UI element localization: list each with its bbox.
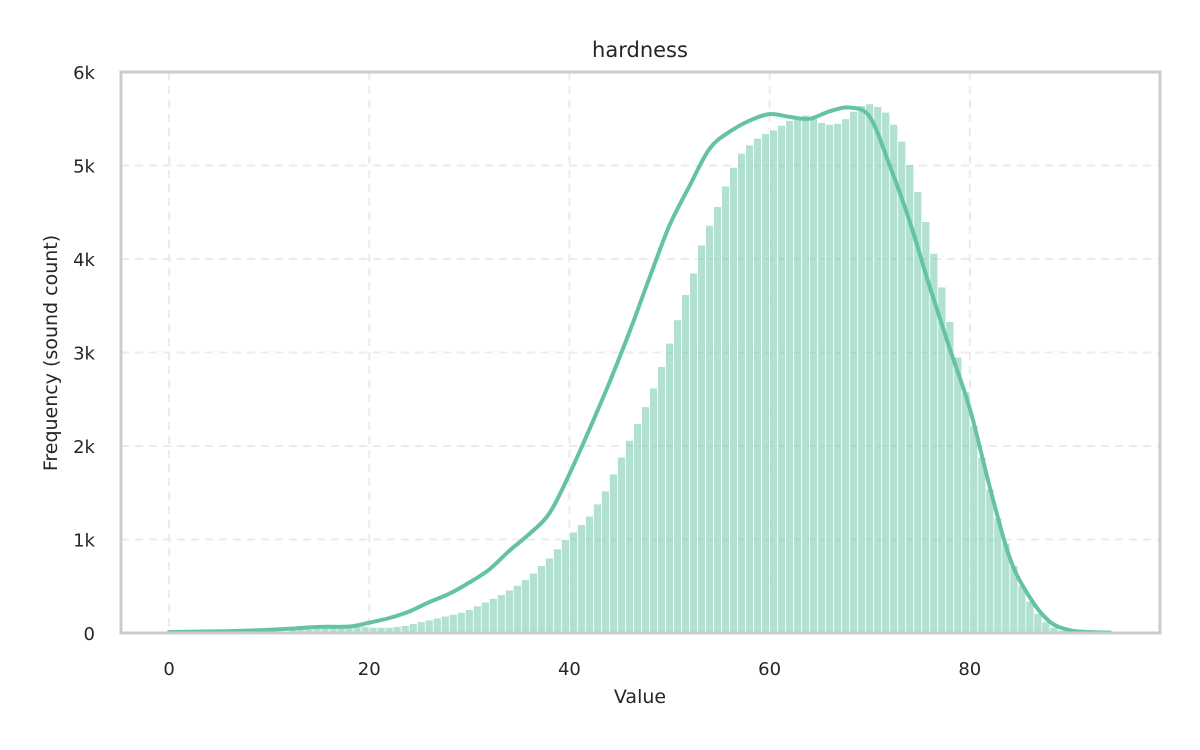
histogram-bar [801, 114, 811, 634]
histogram-bar [897, 140, 907, 634]
histogram-bar [745, 144, 755, 634]
histogram-bar [448, 613, 458, 634]
histogram-bar [1033, 612, 1043, 634]
histogram-bar [649, 387, 658, 634]
kde-line [167, 105, 1112, 635]
histogram-bar [585, 515, 594, 634]
histogram-bar [561, 539, 570, 634]
x-tick-label: 0 [163, 659, 174, 680]
y-tick-label: 1k [73, 531, 95, 552]
histogram-bar [793, 116, 803, 634]
histogram-bar [785, 120, 795, 634]
histogram-bar [528, 572, 538, 634]
histogram-bar [881, 111, 891, 634]
histogram-bar [504, 589, 514, 634]
histogram-bar [705, 224, 714, 634]
histogram-bar [681, 294, 690, 634]
chart-title: hardness [592, 38, 688, 62]
histogram-bar [993, 517, 1003, 634]
histogram-bar [537, 565, 546, 634]
histogram-bar [1025, 600, 1035, 634]
histogram-bar [769, 129, 779, 634]
histogram-bar [737, 152, 747, 634]
x-tick-label: 40 [558, 659, 581, 680]
kde-layer [167, 105, 1112, 635]
histogram-bar [416, 621, 426, 634]
histogram-bar [1041, 621, 1051, 634]
histogram-bar [553, 548, 562, 634]
histogram-bar [665, 342, 674, 634]
histogram-bar [945, 321, 955, 634]
histogram-bar [777, 124, 787, 634]
histogram-bar [673, 319, 682, 634]
bars-layer [168, 103, 1083, 634]
histogram-bar [496, 594, 506, 634]
histogram-bar [985, 488, 995, 634]
x-tick-label: 60 [758, 659, 781, 680]
y-axis-title: Frequency (sound count) [40, 235, 62, 471]
histogram-bar [721, 185, 730, 634]
y-tick-label: 3k [73, 344, 95, 365]
x-tick-label: 20 [358, 659, 381, 680]
histogram-bar [865, 103, 875, 634]
y-tick-label: 4k [73, 250, 95, 271]
histogram-bar [512, 584, 522, 634]
histogram-bar [569, 531, 578, 634]
histogram-bar [440, 615, 450, 634]
x-axis-title: Value [614, 686, 666, 708]
histogram-bar [873, 106, 883, 634]
histogram-bar [825, 123, 835, 634]
histogram-bar [713, 206, 722, 634]
histogram-bar [464, 609, 474, 634]
histogram-bar [729, 166, 738, 634]
histogram-bar [657, 366, 666, 634]
histogram-bar [456, 612, 466, 634]
histogram-bar [472, 605, 482, 634]
histogram-bar [545, 557, 554, 634]
histogram-bar [432, 617, 442, 634]
histogram-bar [817, 122, 827, 634]
histogram-bar [977, 456, 987, 634]
histogram-bar [689, 272, 698, 634]
histogram-bar [961, 391, 971, 634]
histogram-bar [753, 137, 763, 634]
histogram-bar [953, 356, 963, 634]
histogram-bar [833, 123, 843, 634]
y-tick-label: 5k [73, 157, 95, 178]
histogram-bar [857, 105, 867, 634]
plot-frame [119, 70, 1162, 635]
histogram-bar [480, 601, 490, 634]
histogram-bar [761, 133, 771, 634]
histogram-bar [488, 598, 498, 634]
histogram-bar [633, 423, 642, 634]
histogram-bar [424, 619, 434, 634]
histogram-bar [601, 490, 610, 634]
y-tick-label: 0 [84, 624, 95, 645]
histogram-bar [609, 473, 618, 634]
histogram-bar [641, 406, 650, 634]
histogram-bar [849, 110, 859, 634]
x-tick-label: 80 [958, 659, 981, 680]
histogram-bar [889, 123, 899, 634]
histogram-bar [809, 118, 819, 634]
histogram-bar [969, 425, 979, 634]
y-tick-label: 6k [73, 63, 95, 84]
histogram-bar [697, 244, 706, 634]
histogram-bar [617, 456, 626, 634]
y-tick-labels: 0 1k 2k 3k 4k 5k 6k [73, 63, 95, 645]
histogram-bar [625, 439, 634, 634]
histogram-bar [520, 579, 530, 634]
histogram-bar [593, 503, 602, 634]
histogram-bar [841, 118, 851, 634]
x-tick-labels: 0 20 40 60 80 [163, 659, 981, 680]
y-tick-label: 2k [73, 437, 95, 458]
histogram-bar [577, 524, 586, 634]
